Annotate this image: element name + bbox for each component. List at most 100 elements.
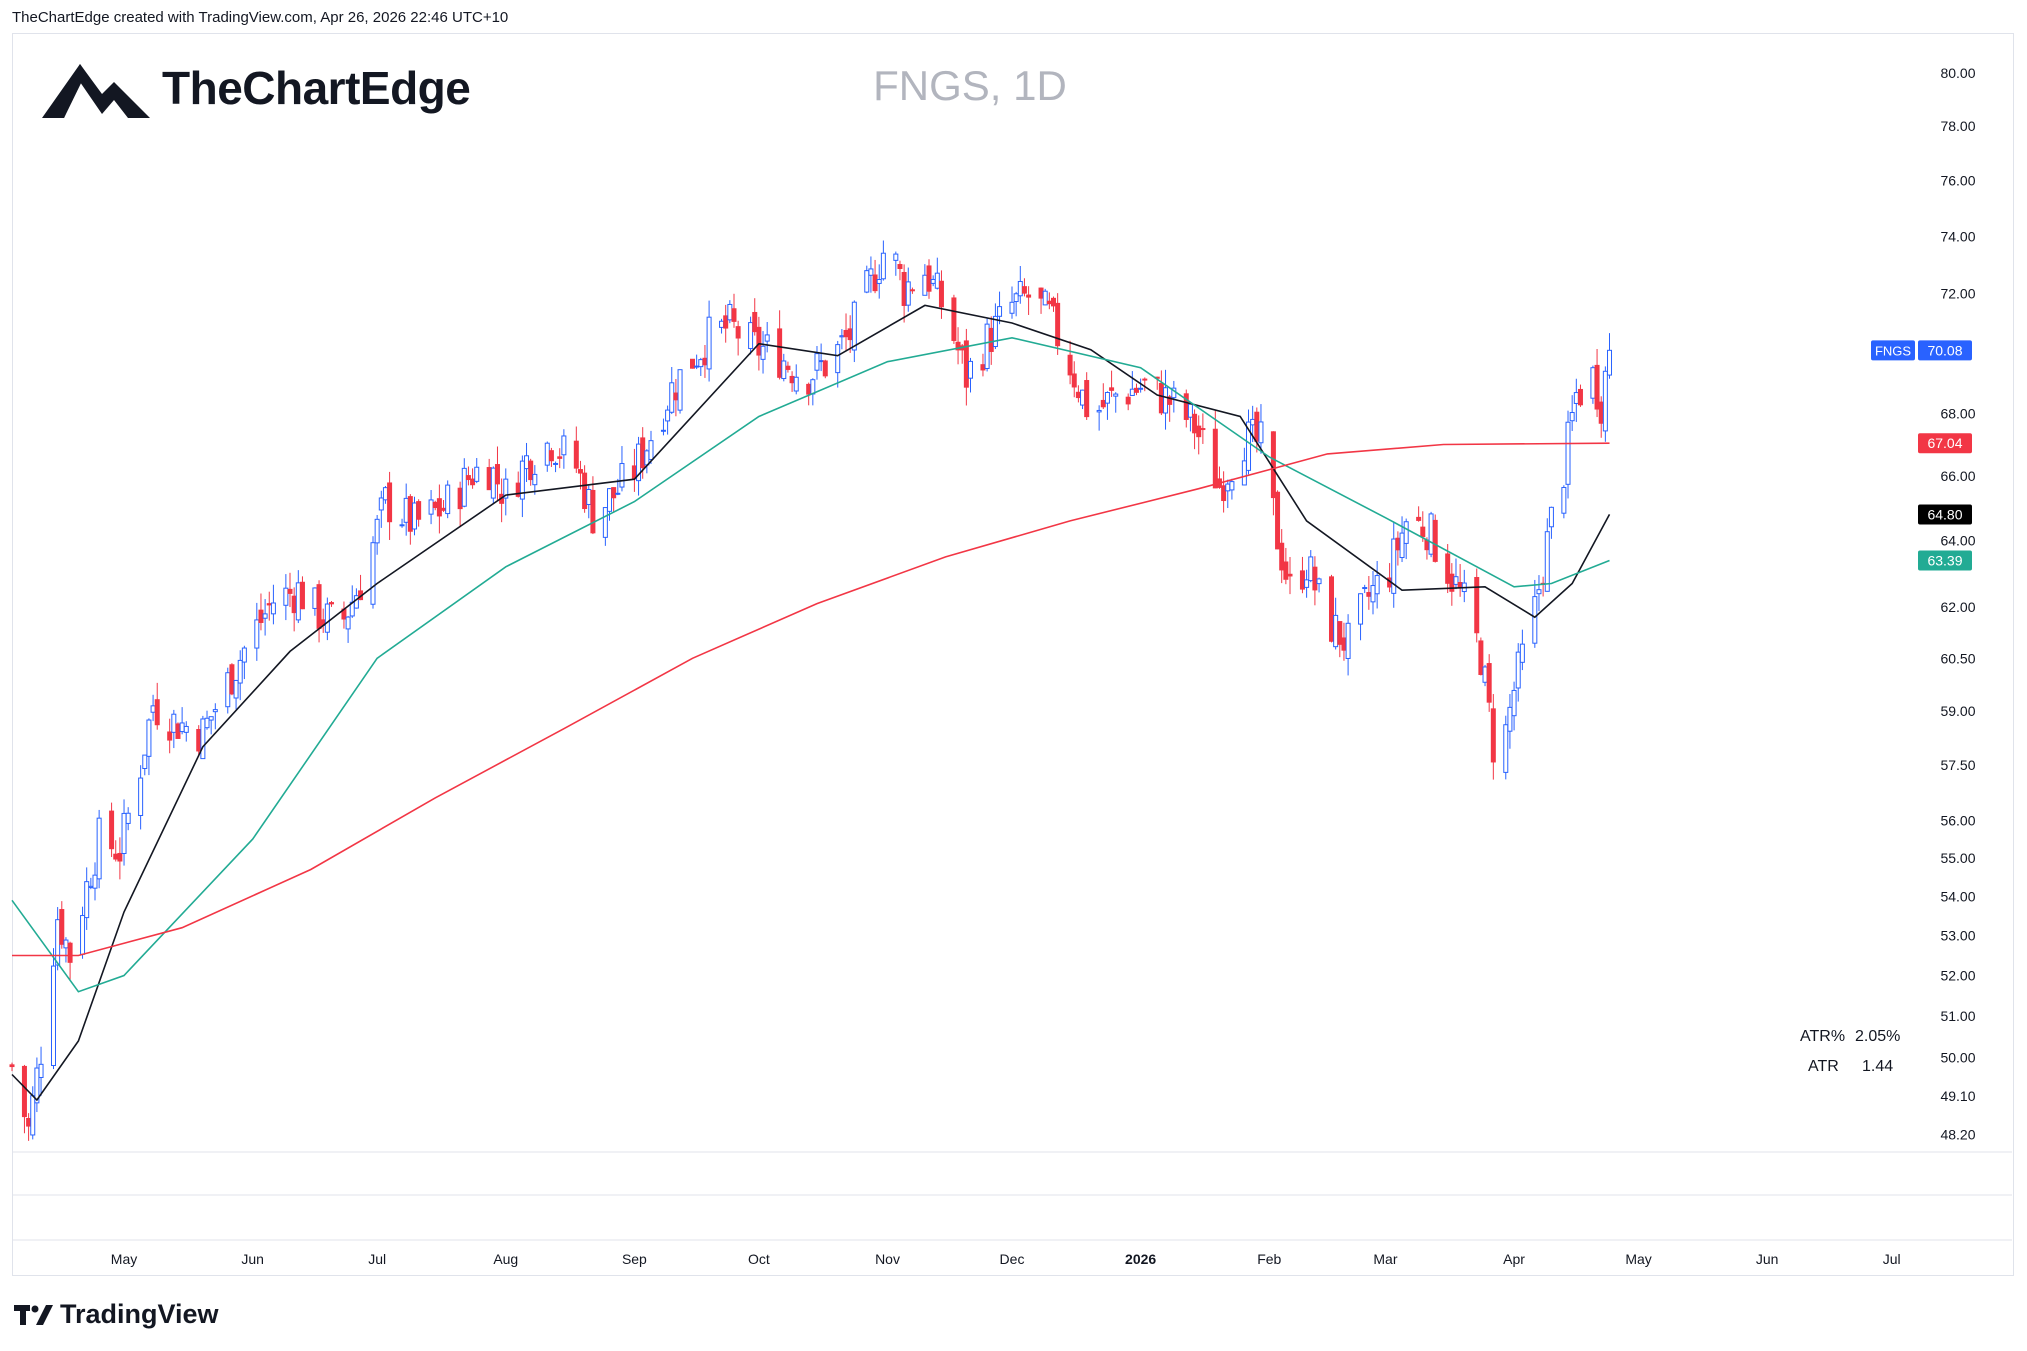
candle-body: [789, 375, 795, 384]
x-tick-label: Dec: [1000, 1251, 1025, 1267]
candle-body: [474, 466, 480, 482]
candle-body: [818, 360, 824, 363]
candle-body: [698, 359, 704, 368]
candle-body: [1482, 666, 1488, 683]
candle-body: [1067, 354, 1073, 376]
candle-body: [1026, 294, 1032, 298]
candle-body: [1229, 481, 1235, 491]
candle-body: [1017, 280, 1023, 297]
candle-body: [1544, 531, 1550, 592]
candle-body: [731, 308, 737, 322]
candle-body: [1453, 576, 1459, 585]
candle-body: [602, 507, 608, 538]
candle-body: [113, 853, 119, 860]
candle-body: [55, 919, 61, 966]
candle-body: [1254, 411, 1260, 442]
candle-body: [1071, 373, 1077, 388]
candle-body: [1158, 382, 1164, 414]
candle-body: [706, 316, 712, 370]
candle-body: [1602, 370, 1608, 432]
candle-body: [665, 409, 671, 422]
candle-body: [283, 587, 289, 606]
candle-body: [1196, 425, 1202, 438]
candle-body: [295, 582, 301, 621]
candle-body: [748, 322, 754, 349]
candle-body: [1200, 428, 1206, 431]
candle-body: [689, 358, 695, 369]
thechartedge-mountain-icon: [42, 64, 150, 118]
candle-body: [1167, 396, 1173, 405]
candle-body: [1080, 389, 1086, 406]
candle-body: [582, 472, 588, 510]
y-tick-label: 55.00: [1940, 850, 1975, 866]
candle-body: [1345, 622, 1351, 659]
candle-body: [407, 496, 413, 532]
candle-body: [557, 456, 563, 459]
candle-body: [1366, 592, 1372, 597]
x-tick-label: Jul: [368, 1251, 386, 1267]
candle-body: [777, 328, 783, 378]
candle-body: [640, 437, 646, 469]
tradingview-logo[interactable]: TradingView: [14, 1299, 219, 1330]
candle-body: [142, 754, 148, 770]
y-tick-label: 53.00: [1940, 928, 1975, 944]
candle-body: [1515, 651, 1521, 689]
y-tick-label: 66.00: [1940, 468, 1975, 484]
candle-body: [528, 460, 534, 481]
candle-body: [1163, 387, 1169, 414]
candle-body: [893, 253, 899, 261]
y-tick-label: 72.00: [1940, 286, 1975, 302]
candle-body: [727, 303, 733, 321]
candle-body: [1374, 575, 1380, 595]
candle-body: [154, 699, 160, 726]
chart-frame: [12, 33, 2014, 1276]
candle-body: [138, 777, 144, 816]
candle-body: [644, 450, 650, 466]
candle-body: [1270, 431, 1276, 499]
candle-body: [30, 1095, 36, 1136]
candle-body: [1548, 506, 1554, 528]
candle-body: [1445, 553, 1451, 584]
candle-body: [1569, 412, 1575, 422]
y-tick-label: 68.00: [1940, 405, 1975, 421]
candle-body: [934, 272, 940, 289]
candle-body: [38, 1063, 44, 1078]
price-tag-box: [1918, 550, 1972, 571]
candle-body: [785, 365, 791, 370]
candle-body: [21, 1065, 27, 1118]
candle-body: [1258, 421, 1264, 444]
candle-body: [548, 450, 554, 462]
candle-body: [1511, 689, 1517, 717]
price-tag-label: 70.08: [1927, 342, 1962, 358]
y-tick-label: 74.00: [1940, 228, 1975, 244]
attribution-text: TheChartEdge created with TradingView.co…: [12, 9, 509, 26]
candle-body: [266, 603, 272, 606]
candle-body: [669, 382, 675, 413]
candle-body: [752, 311, 758, 333]
candle-body: [1138, 387, 1144, 390]
candle-body: [847, 328, 853, 341]
y-tick-label: 76.00: [1940, 172, 1975, 188]
candle-body: [411, 502, 417, 530]
candle-body: [26, 1117, 32, 1127]
candle-body: [1225, 483, 1231, 492]
candle-body: [573, 440, 579, 469]
candle-body: [1038, 287, 1044, 299]
price-tag-label: 67.04: [1927, 435, 1962, 451]
candle-body: [1104, 391, 1110, 404]
candle-body: [1490, 708, 1496, 763]
candle-body: [1304, 579, 1310, 588]
candle-body: [1075, 391, 1081, 399]
candle-body: [1308, 556, 1314, 582]
candle-body: [403, 497, 409, 523]
candle-body: [760, 345, 766, 360]
candle-body: [150, 705, 156, 713]
candle-body: [1283, 561, 1289, 580]
candle-body: [258, 609, 264, 623]
candle-body: [312, 587, 318, 609]
candle-body: [374, 518, 380, 544]
candle-body: [1341, 637, 1347, 651]
candle-body: [1129, 388, 1135, 396]
tradingview-icon: [14, 1304, 53, 1325]
